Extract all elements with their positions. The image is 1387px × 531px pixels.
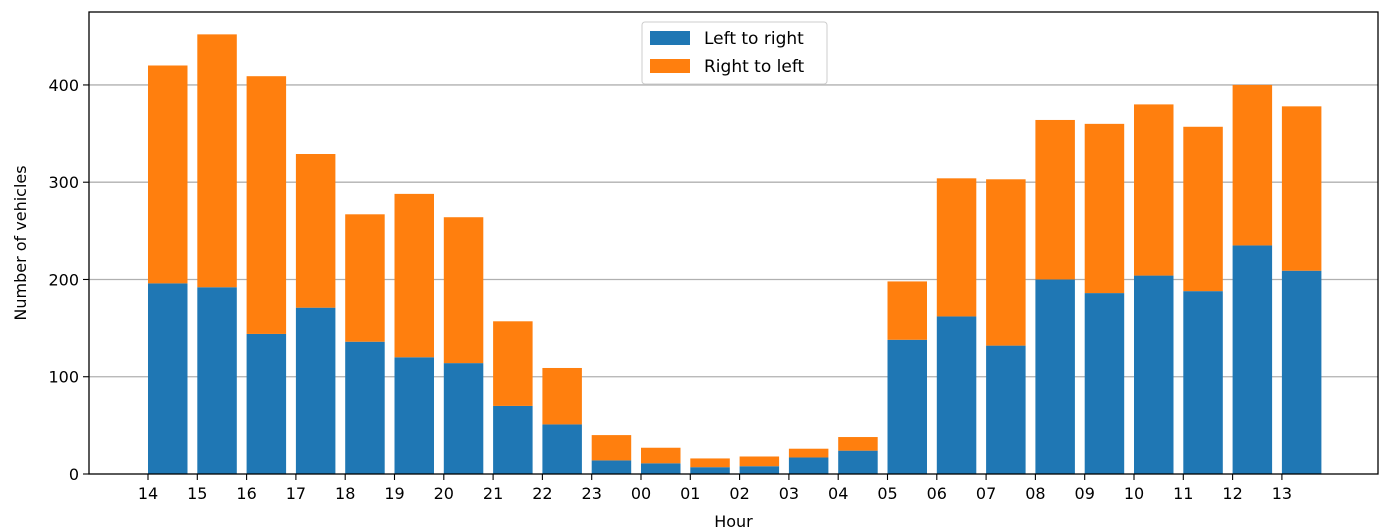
bar-right-to-left	[1183, 126, 1223, 292]
bar-right-to-left	[739, 456, 780, 467]
x-tick-label: 12	[1222, 484, 1242, 503]
plot-frame	[88, 11, 1379, 475]
bar-right-to-left	[493, 321, 533, 406]
bar-left-to-right	[986, 345, 1026, 474]
bar-right-to-left	[887, 281, 927, 340]
bar-right-to-left	[1134, 104, 1174, 276]
x-tick-label: 07	[976, 484, 996, 503]
bar-left-to-right	[1134, 275, 1174, 474]
bar-left-to-right	[394, 357, 434, 474]
legend-label-left-to-right: Left to right	[704, 29, 804, 49]
bar-right-to-left	[394, 193, 434, 358]
x-tick-label: 23	[582, 484, 602, 503]
bar-left-to-right	[936, 316, 977, 474]
bar-right-to-left	[443, 217, 484, 364]
bar-right-to-left	[838, 437, 878, 451]
bar-right-to-left	[1281, 106, 1322, 271]
y-tick-label: 100	[48, 368, 79, 387]
x-tick-label: 16	[236, 484, 256, 503]
bar-left-to-right	[1035, 279, 1075, 474]
y-tick-label: 200	[48, 270, 79, 289]
x-tick-label: 13	[1272, 484, 1292, 503]
bar-left-to-right	[838, 450, 878, 474]
bar-left-to-right	[1183, 291, 1223, 474]
x-tick-label: 09	[1075, 484, 1095, 503]
bar-right-to-left	[936, 178, 977, 317]
bar-left-to-right	[1281, 270, 1322, 474]
y-axis-title: Number of vehicles	[11, 165, 30, 320]
y-axis-ticks: 0 100 200 300 400	[48, 76, 89, 484]
bar-left-to-right	[887, 339, 927, 474]
bar-left-to-right	[1084, 293, 1125, 474]
x-tick-label: 18	[335, 484, 355, 503]
bar-right-to-left	[788, 448, 829, 458]
x-axis-title: Hour	[714, 512, 753, 531]
bar-right-to-left	[641, 447, 681, 464]
bar-left-to-right	[148, 283, 188, 474]
bar-right-to-left	[148, 65, 188, 284]
x-tick-label: 10	[1124, 484, 1144, 503]
bar-right-to-left	[197, 34, 237, 288]
bar-right-to-left	[246, 76, 287, 334]
bar-right-to-left	[295, 154, 336, 308]
x-tick-label: 03	[779, 484, 799, 503]
bar-right-to-left	[986, 179, 1026, 346]
bar-right-to-left	[690, 458, 730, 468]
bars	[148, 34, 1322, 474]
legend-swatch-right-to-left	[650, 59, 690, 73]
x-tick-label: 21	[483, 484, 503, 503]
bar-left-to-right	[739, 466, 780, 474]
x-tick-label: 06	[927, 484, 947, 503]
bar-left-to-right	[591, 460, 632, 474]
legend-swatch-left-to-right	[650, 31, 690, 45]
bar-left-to-right	[246, 333, 287, 474]
x-tick-label: 05	[877, 484, 897, 503]
x-tick-label: 15	[187, 484, 207, 503]
bar-right-to-left	[542, 367, 582, 425]
bar-left-to-right	[641, 463, 681, 474]
bar-right-to-left	[591, 435, 632, 461]
bar-left-to-right	[788, 457, 829, 474]
x-tick-label: 08	[1025, 484, 1045, 503]
x-axis-ticks: 14 15 16 17 18 19 20 21 22 23 00 01 02 03 04 05 06 07 08 09…	[138, 474, 1292, 503]
x-tick-label: 04	[828, 484, 848, 503]
y-tick-label: 300	[48, 173, 79, 192]
bar-right-to-left	[1232, 84, 1273, 246]
bar-right-to-left	[1084, 123, 1125, 294]
bar-left-to-right	[690, 467, 730, 474]
x-tick-label: 02	[729, 484, 749, 503]
x-tick-label: 11	[1173, 484, 1193, 503]
bar-left-to-right	[345, 341, 385, 474]
x-tick-label: 20	[434, 484, 454, 503]
x-tick-label: 01	[680, 484, 700, 503]
bar-left-to-right	[295, 307, 336, 474]
x-tick-label: 19	[384, 484, 404, 503]
x-tick-label: 22	[532, 484, 552, 503]
y-tick-label: 0	[69, 465, 79, 484]
bar-left-to-right	[493, 405, 533, 474]
bar-left-to-right	[197, 287, 237, 474]
x-tick-label: 14	[138, 484, 158, 503]
legend: Left to right Right to left	[641, 21, 828, 85]
x-tick-label: 17	[286, 484, 306, 503]
bar-right-to-left	[345, 214, 385, 342]
legend-label-right-to-left: Right to left	[704, 57, 805, 77]
x-tick-label: 00	[631, 484, 651, 503]
bar-left-to-right	[1232, 245, 1273, 474]
bar-left-to-right	[542, 424, 582, 474]
bar-right-to-left	[1035, 119, 1075, 280]
y-tick-label: 400	[48, 76, 79, 95]
bar-left-to-right	[443, 363, 484, 474]
